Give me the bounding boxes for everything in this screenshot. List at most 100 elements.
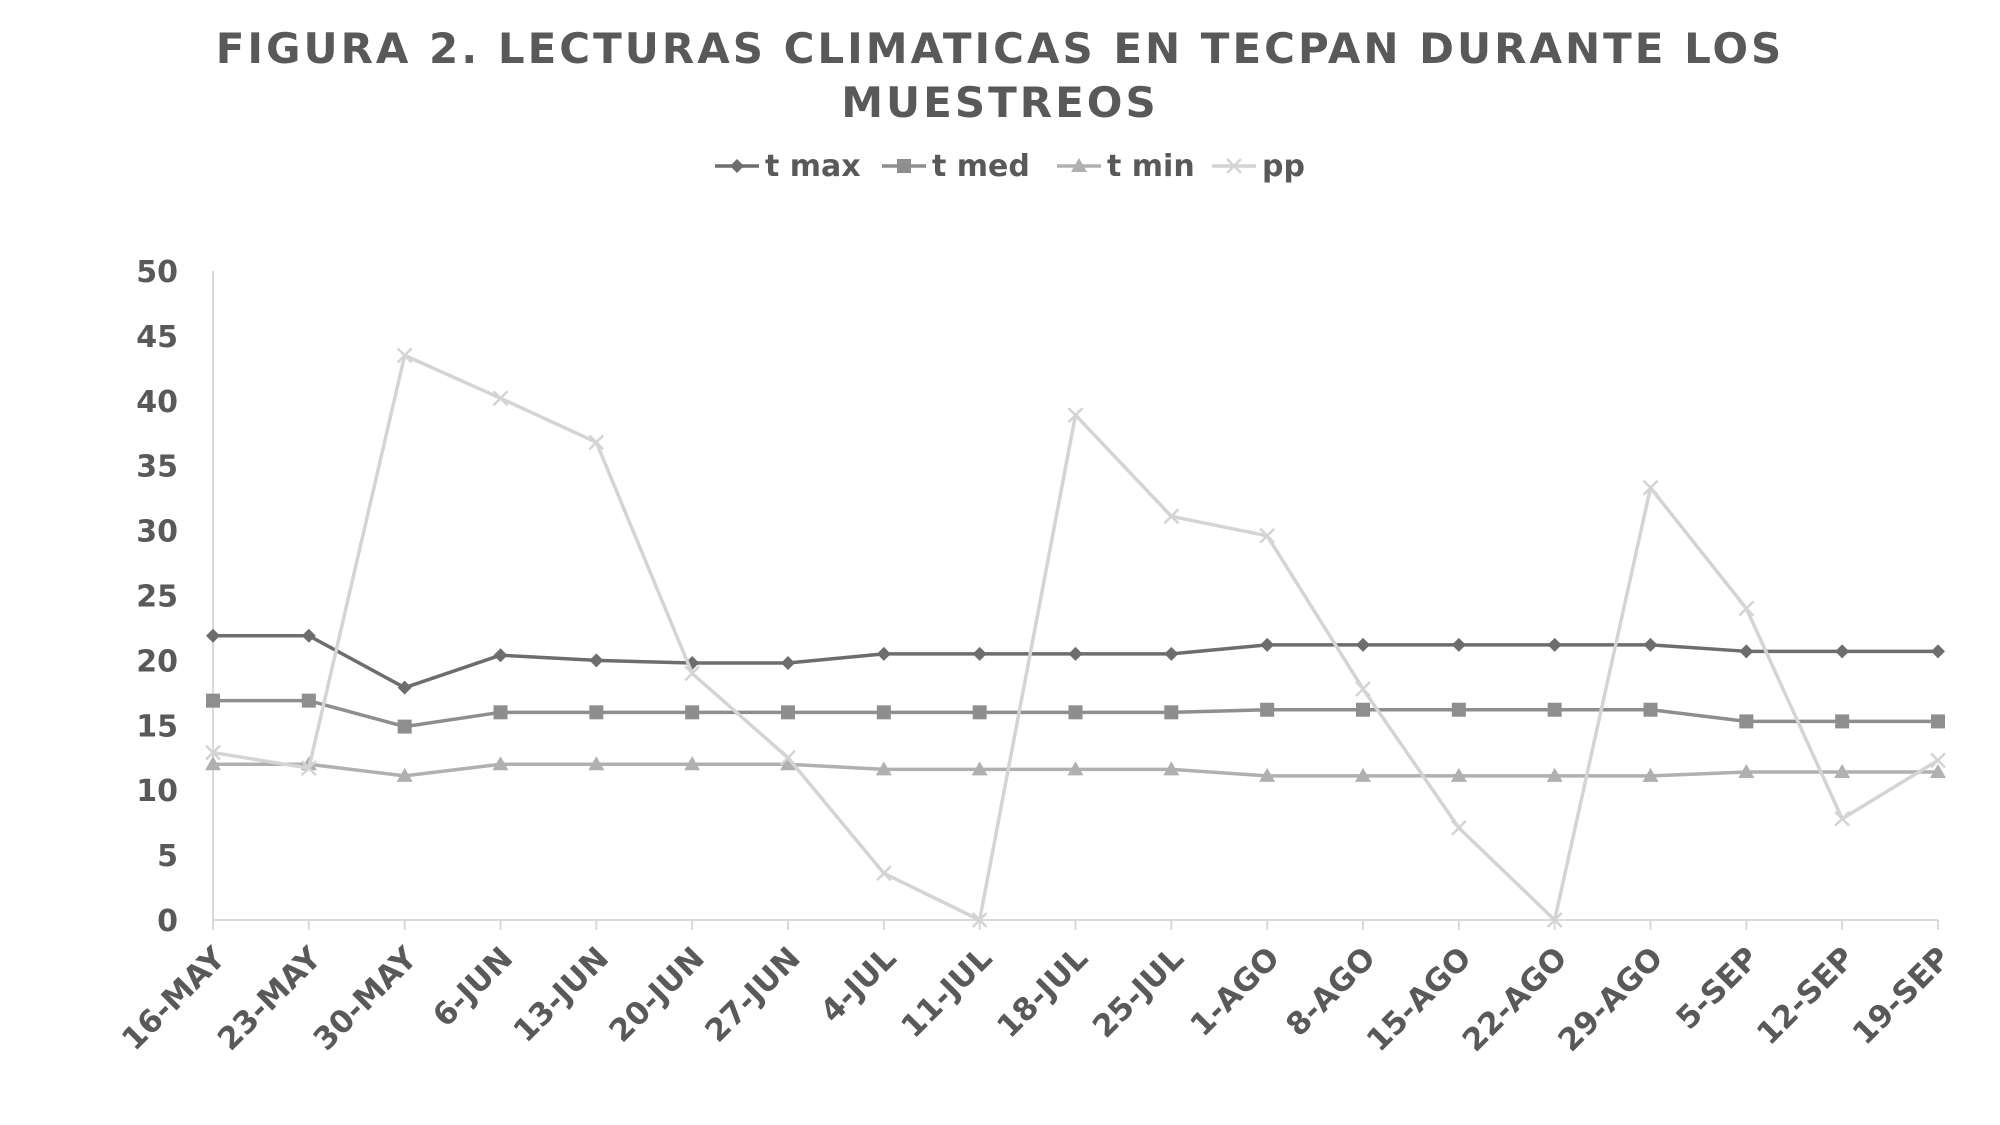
x-tick-label: 25-JUL: [1086, 940, 1191, 1045]
y-tick-label: 5: [157, 839, 178, 874]
series-t-max: [206, 628, 1945, 695]
x-tick-label: 19-SEP: [1846, 940, 1958, 1052]
y-tick-label: 0: [157, 904, 178, 939]
legend-item: t min: [1057, 149, 1195, 184]
data-point: [1163, 508, 1180, 525]
data-point: [589, 705, 604, 720]
series-t-min: [205, 756, 1946, 782]
data-point: [205, 744, 221, 761]
data-point: [972, 705, 987, 720]
data-point: [1546, 912, 1563, 928]
legend-item: t max: [715, 149, 861, 184]
data-point: [1067, 407, 1084, 423]
x-tick-label: 29-AGO: [1552, 940, 1671, 1059]
data-point: [588, 756, 605, 771]
data-point: [1642, 479, 1659, 496]
x-tick-label: 11-JUL: [894, 940, 999, 1045]
data-point: [300, 760, 317, 777]
legend-label: t min: [1107, 149, 1195, 184]
data-point: [1834, 810, 1851, 827]
data-point: [1163, 761, 1180, 776]
data-point: [1356, 702, 1370, 717]
series-pp: [205, 347, 1946, 928]
data-point: [1451, 637, 1466, 652]
data-point: [1450, 767, 1467, 782]
x-tick-label: 23-MAY: [211, 940, 329, 1058]
series-t-med: [206, 693, 1945, 734]
data-point: [1356, 637, 1370, 652]
data-point: [875, 761, 892, 776]
x-tick-label: 12-SEP: [1750, 940, 1862, 1052]
data-point: [301, 628, 316, 643]
data-point: [397, 680, 412, 695]
data-point: [492, 756, 509, 771]
data-point: [206, 628, 220, 643]
x-tick-label: 16-MAY: [115, 940, 233, 1058]
data-point: [1642, 767, 1659, 782]
data-point: [781, 655, 795, 670]
legend-label: pp: [1262, 149, 1305, 184]
data-point: [1834, 764, 1851, 779]
data-point: [1260, 637, 1275, 652]
data-point: [875, 865, 892, 882]
data-point: [206, 693, 220, 708]
data-point: [1451, 702, 1466, 717]
data-point: [1260, 702, 1275, 717]
data-point: [1547, 702, 1562, 717]
data-point: [301, 693, 316, 708]
data-point: [1259, 527, 1276, 544]
data-point: [1643, 637, 1658, 652]
y-tick-label: 20: [136, 644, 178, 679]
legend-item: pp: [1212, 149, 1305, 184]
series-line: [212, 353, 1939, 922]
y-tick-label: 30: [136, 515, 178, 550]
data-point: [685, 705, 700, 720]
data-point: [1738, 600, 1755, 617]
data-point: [589, 653, 604, 668]
series-layer: [205, 347, 1946, 928]
data-point: [1931, 644, 1945, 659]
data-point: [1738, 764, 1755, 779]
data-point: [1450, 819, 1467, 836]
chart-title: FIGURA 2. LECTURAS CLIMATICAS EN TECPAN …: [215, 24, 1785, 127]
legend-label: t max: [765, 149, 861, 184]
legend-marker: [730, 159, 744, 173]
x-tick-label: 4-JUL: [814, 940, 904, 1030]
y-tick-label: 40: [136, 385, 178, 420]
data-point: [1739, 714, 1754, 729]
data-point: [396, 347, 413, 364]
data-point: [1835, 644, 1850, 659]
x-tick-label: 13-JUN: [507, 940, 616, 1049]
data-point: [1931, 714, 1945, 729]
legend-marker: [897, 159, 911, 173]
data-point: [205, 756, 221, 771]
data-point: [1164, 705, 1179, 720]
data-point: [1355, 681, 1371, 697]
data-point: [971, 761, 988, 776]
data-point: [1259, 767, 1276, 782]
x-tick-label: 20-JUN: [602, 940, 711, 1049]
data-point: [1068, 646, 1083, 661]
data-point: [396, 767, 413, 782]
series-line: [213, 633, 1938, 690]
x-tick-label: 15-AGO: [1360, 940, 1479, 1059]
x-tick-label: 6-JUN: [426, 940, 520, 1034]
data-point: [493, 648, 508, 663]
data-point: [1739, 644, 1754, 659]
data-point: [1643, 702, 1658, 717]
data-point: [780, 749, 796, 766]
data-point: [684, 665, 701, 682]
data-point: [397, 719, 412, 734]
x-tick-label: 1-AGO: [1183, 940, 1286, 1043]
data-point: [780, 756, 796, 771]
x-tick-label: 27-JUN: [698, 940, 807, 1049]
y-tick-label: 10: [136, 774, 178, 809]
legend-marker: [1226, 158, 1242, 174]
data-point: [1930, 764, 1946, 779]
data-point: [972, 646, 987, 661]
data-point: [1068, 705, 1083, 720]
y-tick-label: 15: [136, 709, 178, 744]
y-tick-label: 25: [136, 580, 178, 615]
data-point: [781, 705, 795, 720]
